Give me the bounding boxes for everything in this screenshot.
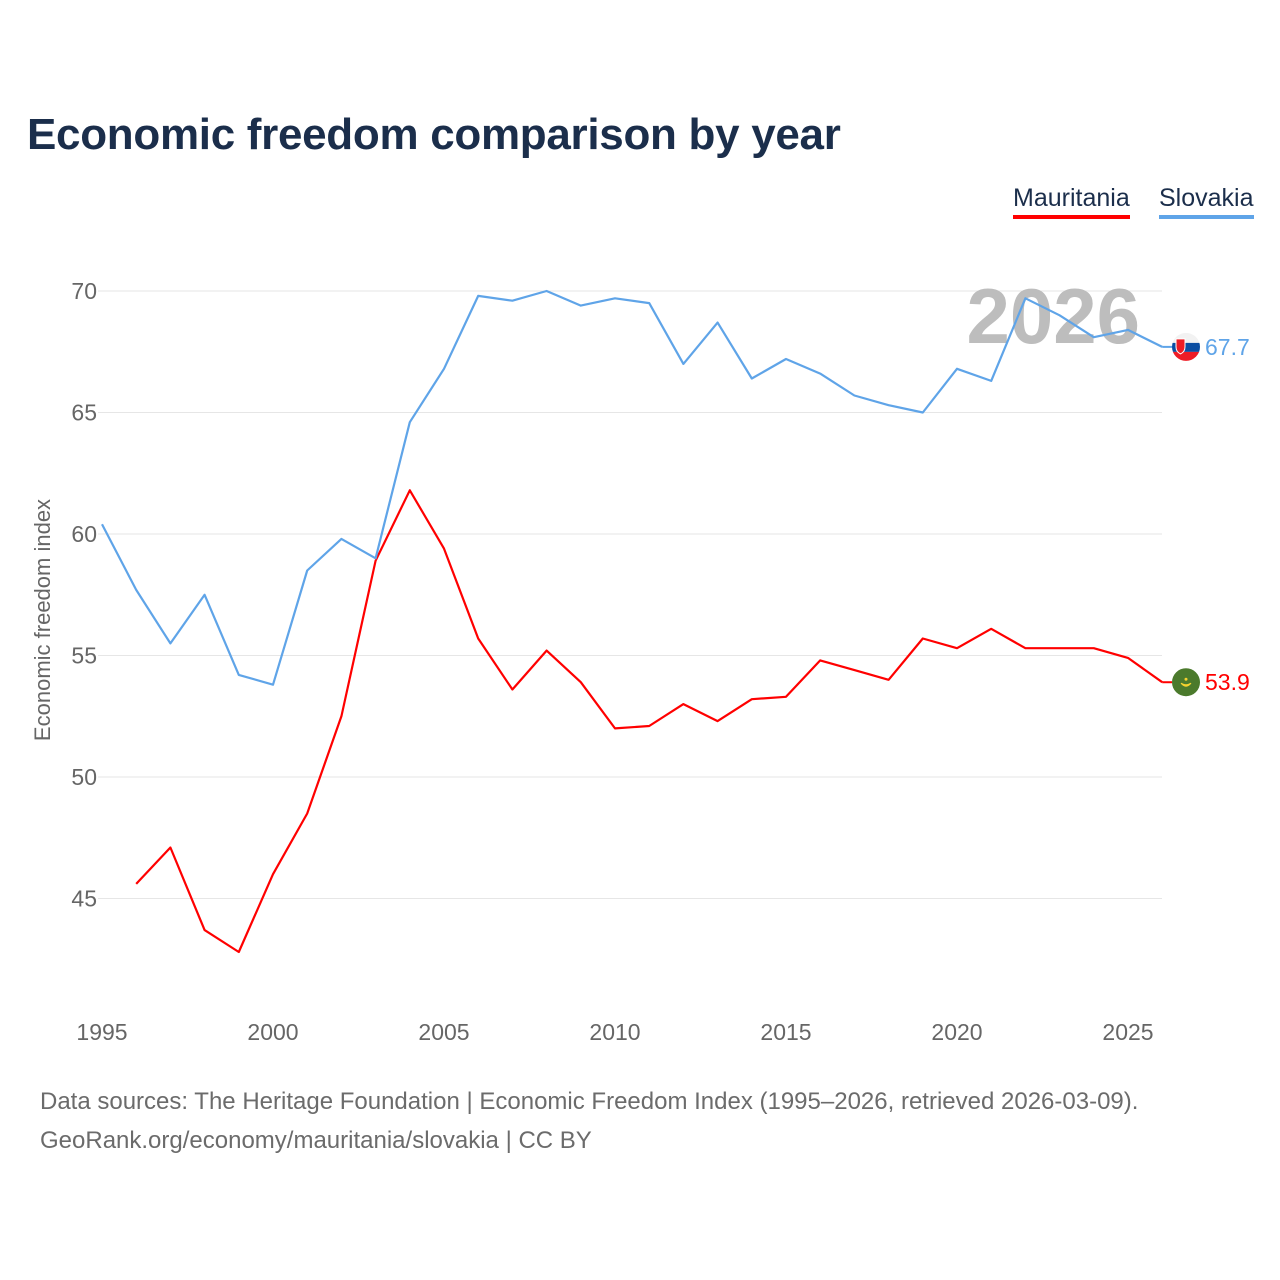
flag-blue bbox=[1172, 342, 1200, 352]
x-tick-label: 2020 bbox=[931, 1019, 982, 1045]
end-value-label-slovakia: 67.7 bbox=[1205, 334, 1250, 360]
flag-white bbox=[1172, 332, 1200, 343]
legend-item-mauritania[interactable]: Mauritania bbox=[1013, 184, 1130, 219]
chart-title: Economic freedom comparison by year bbox=[27, 110, 841, 159]
x-tick-label: 1995 bbox=[76, 1019, 127, 1045]
y-tick-label: 60 bbox=[71, 521, 97, 547]
flag-crescent bbox=[1180, 682, 1192, 687]
y-axis-label: Economic freedom index bbox=[30, 499, 55, 741]
y-tick-label: 70 bbox=[71, 278, 97, 304]
footer-sources: Data sources: The Heritage Foundation | … bbox=[40, 1088, 1139, 1115]
legend-item-slovakia[interactable]: Slovakia bbox=[1159, 184, 1254, 219]
footer-credit: GeoRank.org/economy/mauritania/slovakia … bbox=[40, 1127, 592, 1154]
x-tick-label: 2005 bbox=[418, 1019, 469, 1045]
flag-stripes bbox=[1172, 332, 1200, 361]
flag-mauritania-icon bbox=[1172, 668, 1200, 697]
series-line-slovakia bbox=[101, 289, 1163, 686]
x-tick-label: 2010 bbox=[589, 1019, 640, 1045]
x-tick-label: 2015 bbox=[760, 1019, 811, 1045]
end-value-label-mauritania: 53.9 bbox=[1205, 669, 1250, 695]
current-year-watermark: 2026 bbox=[966, 272, 1140, 360]
x-tick-label: 2000 bbox=[247, 1019, 298, 1045]
y-tick-label: 50 bbox=[71, 764, 97, 790]
flag-red bbox=[1172, 351, 1200, 361]
flag-slovakia-icon bbox=[1172, 332, 1200, 361]
flag-green bbox=[1172, 668, 1200, 697]
flag-shield bbox=[1175, 338, 1186, 355]
series-line-mauritania bbox=[135, 489, 1163, 954]
y-tick-label: 65 bbox=[71, 400, 97, 426]
x-tick-label: 2025 bbox=[1102, 1019, 1153, 1045]
y-tick-label: 55 bbox=[71, 643, 97, 669]
y-tick-label: 45 bbox=[71, 886, 97, 912]
flag-star bbox=[1184, 677, 1188, 681]
